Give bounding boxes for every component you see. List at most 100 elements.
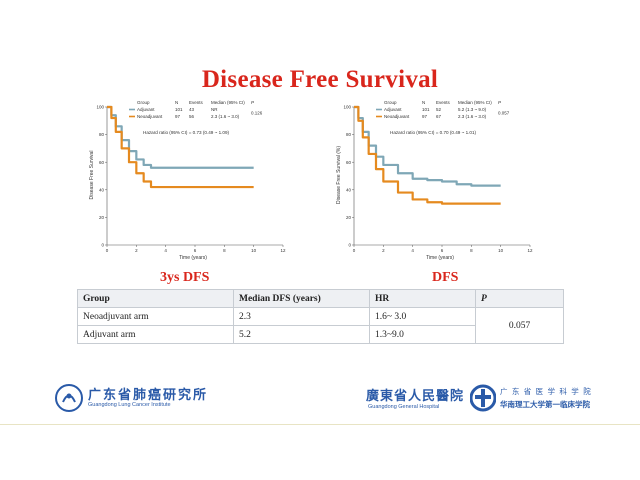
- caption-dfs: DFS: [432, 270, 459, 285]
- y-axis-label-group: Disease Free Survival (%): [336, 146, 342, 204]
- x-tick-label: 8: [223, 248, 226, 253]
- header-hr: HR: [369, 289, 476, 308]
- hr-text: Hazard ratio (95% CI) = 0.70 (0.49 ~ 1.0…: [390, 130, 477, 135]
- km-line-neoadjuvant: [107, 105, 254, 189]
- legend-cell: 56: [189, 114, 195, 119]
- legend-cell: 67: [436, 114, 442, 119]
- lung-cancer-institute-logo: 广东省肺癌研究所 Guangdong Lung Cancer Institute: [54, 381, 214, 415]
- dfs-summary-table: Group Median DFS (years) HR P Neoadjuvan…: [77, 289, 564, 344]
- x-tick-label: 4: [411, 248, 414, 253]
- series-lines: [354, 105, 501, 205]
- legend-cell: 97: [422, 114, 428, 119]
- y-tick-label: 40: [346, 187, 352, 192]
- cell-p-value: 0.057: [475, 307, 564, 344]
- legend-header: P: [498, 100, 501, 105]
- legend-cell: 97: [175, 114, 181, 119]
- y-tick-label: 100: [343, 105, 351, 110]
- legend-header: Events: [189, 100, 204, 105]
- legend-header: Median (95% CI): [458, 100, 492, 105]
- legend-cell: 52: [436, 107, 442, 112]
- academy-name-cn: 广 东 省 医 学 科 学 院: [500, 387, 592, 396]
- y-axis-label: Disease Free Survival: [89, 151, 95, 200]
- legend-cell: 5.2 (1.3 ~ 9.0): [458, 107, 487, 112]
- legend-cell: 101: [175, 107, 183, 112]
- legend-p-value: 0.126: [251, 111, 263, 116]
- legend-cell: Neoadjuvant: [384, 114, 410, 119]
- table-row: Adjuvant arm 5.2 1.3~9.0: [77, 325, 564, 344]
- series-lines: [107, 105, 254, 189]
- x-tick-label: 0: [106, 248, 109, 253]
- y-tick-label: 40: [99, 187, 105, 192]
- legend-cell: Adjuvant: [384, 107, 402, 112]
- y-tick-label: 20: [99, 215, 105, 220]
- y-tick-label: 0: [348, 243, 351, 248]
- hospital-emblem-icon: [470, 384, 496, 412]
- legend-header: N: [422, 100, 425, 105]
- x-tick-label: 2: [382, 248, 385, 253]
- legend-p-value: 0.057: [498, 111, 510, 116]
- slide: Disease Free Survival Disease Free Survi…: [54, 66, 606, 415]
- legend-cell: 2.3 (1.6 ~ 3.0): [211, 114, 240, 119]
- cell-hr: 1.6~ 3.0: [369, 307, 476, 326]
- x-tick-label: 10: [251, 248, 257, 253]
- legend-box: Group N Events Median (95% CI) P Adjuvant 101 4…: [129, 100, 263, 119]
- legend-cell: 2.3 (1.6 ~ 3.0): [458, 114, 487, 119]
- km-chart-3yr: Disease Free Survival 0 20 40 60 80 100 0 2 4 6 8 1…: [89, 100, 286, 261]
- y-tick-label: 20: [346, 215, 352, 220]
- institute-emblem-icon: [55, 384, 83, 412]
- caption-3ys-dfs: 3ys DFS: [160, 270, 210, 285]
- college-name-cn: 华南理工大学第一临床学院: [500, 400, 590, 409]
- hospital-name-en: Guangdong General Hospital: [368, 404, 440, 410]
- cell-group: Adjuvant arm: [77, 325, 234, 344]
- institute-name-cn: 广东省肺癌研究所: [88, 388, 209, 403]
- legend-header: Median (95% CI): [211, 100, 245, 105]
- x-tick-label: 0: [353, 248, 356, 253]
- legend-box: Group N Events Median (95% CI) P Adjuvant 101 5…: [376, 100, 510, 119]
- x-tick-label: 6: [194, 248, 197, 253]
- legend-header: P: [251, 100, 254, 105]
- y-tick-label: 60: [346, 160, 352, 165]
- slide-title: Disease Free Survival: [201, 66, 439, 93]
- institute-name-en: Guangdong Lung Cancer Institute: [88, 402, 171, 408]
- km-chart-dfs: Disease Free Survival (%) 0 20 40 60 80 100 0 2…: [336, 100, 533, 261]
- legend-header: Group: [384, 100, 397, 105]
- x-tick-label: 6: [441, 248, 444, 253]
- x-tick-label: 12: [527, 248, 533, 253]
- slide-bottom-rule: [0, 424, 640, 425]
- x-tick-label: 12: [280, 248, 286, 253]
- table-row: Neoadjuvant arm 2.3 1.6~ 3.0 0.057: [77, 307, 564, 344]
- cell-hr: 1.3~9.0: [369, 325, 476, 344]
- axes: 0 20 40 60 80 100 0 2 4 6 8 10 12: [96, 105, 286, 253]
- y-tick-label: 100: [96, 105, 104, 110]
- axes: 0 20 40 60 80 100 0 2 4 6 8 10 12: [343, 105, 533, 253]
- legend-cell: Adjuvant: [137, 107, 155, 112]
- x-tick-label: 2: [135, 248, 138, 253]
- table-header-row: Group Median DFS (years) HR P: [77, 289, 564, 308]
- header-median: Median DFS (years): [233, 289, 370, 308]
- hr-text: Hazard ratio (95% CI) = 0.73 (0.49 ~ 1.0…: [143, 130, 230, 135]
- legend-header: Events: [436, 100, 451, 105]
- y-tick-label: 0: [101, 243, 104, 248]
- x-axis-label: Time (years): [426, 255, 454, 261]
- km-line-neoadjuvant: [354, 105, 501, 205]
- cell-median: 2.3: [233, 307, 370, 326]
- hospital-logo: 廣東省人民醫院 Guangdong General Hospital 广 东 省…: [366, 381, 606, 415]
- legend-header: Group: [137, 100, 150, 105]
- legend-header: N: [175, 100, 178, 105]
- x-axis-label: Time (years): [179, 255, 207, 261]
- legend-cell: NR: [211, 107, 218, 112]
- y-axis-label: Disease Free Survival (%): [336, 146, 342, 204]
- cell-group: Neoadjuvant arm: [77, 307, 234, 326]
- legend-cell: 101: [422, 107, 430, 112]
- header-group: Group: [77, 289, 234, 308]
- y-axis-label-group: Disease Free Survival: [89, 151, 95, 200]
- y-tick-label: 60: [99, 160, 105, 165]
- x-tick-label: 8: [470, 248, 473, 253]
- x-tick-label: 10: [498, 248, 504, 253]
- x-tick-label: 4: [164, 248, 167, 253]
- legend-cell: 43: [189, 107, 195, 112]
- header-p: P: [475, 289, 564, 308]
- hospital-name-cn: 廣東省人民醫院: [366, 389, 465, 404]
- y-tick-label: 80: [99, 132, 105, 137]
- cell-median: 5.2: [233, 325, 370, 344]
